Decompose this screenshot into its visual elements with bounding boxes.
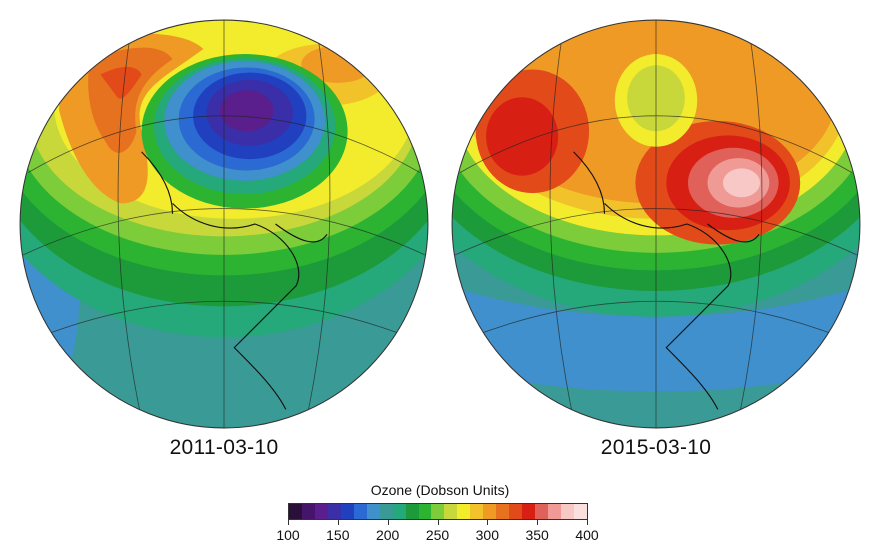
colorbar-swatch — [509, 504, 523, 519]
colorbar-tick-label: 100 — [276, 527, 300, 543]
colorbar-tick — [337, 520, 339, 525]
colorbar-tick-label: 400 — [575, 527, 599, 543]
colorbar-swatch — [496, 504, 510, 519]
colorbar-tick — [437, 520, 439, 525]
colorbar-tick — [487, 520, 489, 525]
colorbar-tick — [537, 520, 539, 525]
colorbar-swatch — [392, 504, 406, 519]
colorbar-tick — [387, 520, 389, 525]
colorbar-swatch — [483, 504, 497, 519]
globe-2011-map — [19, 19, 429, 429]
colorbar-swatch — [457, 504, 471, 519]
colorbar-legend: Ozone (Dobson Units) 100 150 200 250 300 350 4… — [270, 482, 610, 552]
globe-2015-map — [451, 19, 861, 429]
colorbar-tick — [288, 520, 289, 525]
colorbar-swatch — [418, 504, 432, 519]
colorbar-tick — [587, 520, 588, 525]
colorbar-tick-label: 300 — [475, 527, 499, 543]
colorbar-swatch — [444, 504, 458, 519]
colorbar-swatch — [353, 504, 367, 519]
colorbar-swatch — [301, 504, 315, 519]
colorbar-tick-label: 250 — [425, 527, 450, 543]
colorbar-tick-label: 150 — [326, 527, 350, 543]
legend-title: Ozone (Dobson Units) — [370, 482, 510, 498]
colorbar-swatch — [535, 504, 549, 519]
colorbar-swatch — [327, 504, 341, 519]
colorbar-tick-label: 200 — [375, 527, 400, 543]
colorbar-swatch — [379, 504, 393, 519]
colorbar-swatch — [561, 504, 574, 519]
colorbar-swatch — [366, 504, 380, 519]
colorbar-swatch — [431, 504, 445, 519]
date-label-2015: 2015-03-10 — [600, 436, 712, 459]
colorbar-tick-label: 350 — [525, 527, 549, 543]
colorbar-swatch — [289, 504, 302, 519]
globe-2015 — [450, 18, 862, 430]
colorbar-swatch — [522, 504, 536, 519]
colorbar-swatch — [405, 504, 419, 519]
colorbar-swatch — [573, 504, 587, 519]
colorbar-swatch — [340, 504, 354, 519]
colorbar-swatch — [314, 504, 328, 519]
date-label-2011: 2011-03-10 — [169, 436, 279, 459]
colorbar-swatch — [470, 504, 484, 519]
colorbar-swatch — [548, 504, 562, 519]
globe-2011 — [18, 18, 430, 430]
colorbar — [288, 503, 588, 520]
